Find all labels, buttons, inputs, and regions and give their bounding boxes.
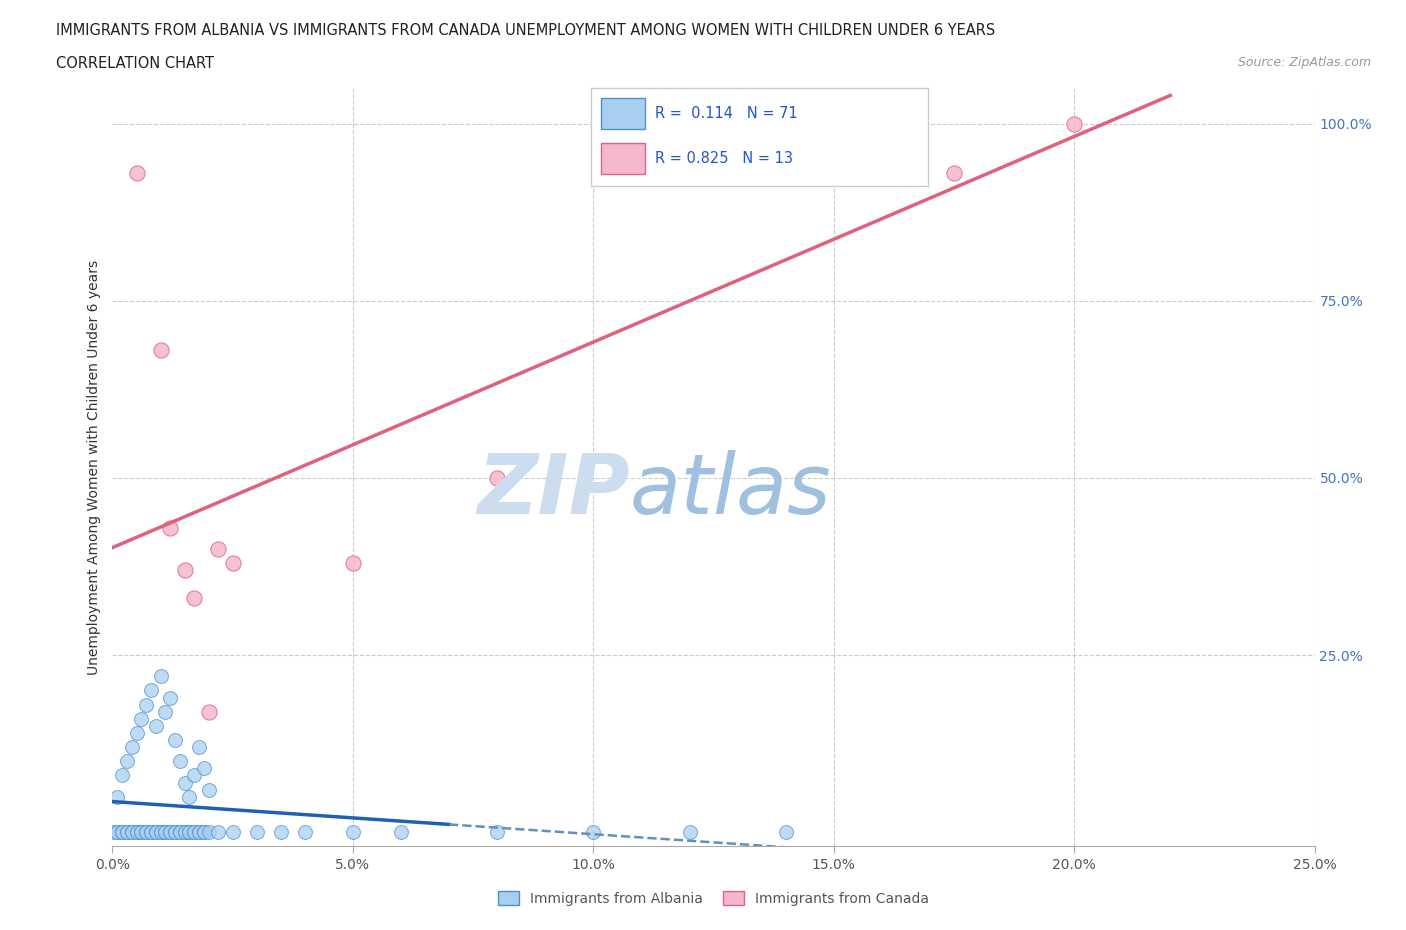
Point [222, 825, 245, 840]
Point [1063, 116, 1085, 131]
Point [149, 825, 172, 840]
Point [678, 825, 700, 840]
Point [163, 825, 186, 840]
Point [193, 825, 215, 840]
FancyBboxPatch shape [600, 143, 644, 174]
Point [121, 825, 143, 840]
Point [942, 166, 965, 180]
Point [105, 790, 128, 804]
Point [159, 520, 181, 535]
Point [173, 775, 195, 790]
Point [115, 825, 138, 840]
Point [125, 825, 148, 840]
Point [486, 825, 509, 840]
Point [145, 825, 167, 840]
Point [197, 825, 219, 840]
Text: ZIP: ZIP [477, 449, 630, 530]
Legend: Immigrants from Albania, Immigrants from Canada: Immigrants from Albania, Immigrants from… [492, 885, 935, 911]
Point [135, 825, 157, 840]
Point [179, 825, 201, 840]
Point [159, 690, 181, 705]
Y-axis label: Unemployment Among Women with Children Under 6 years: Unemployment Among Women with Children U… [87, 259, 101, 675]
Point [149, 669, 172, 684]
Point [159, 825, 181, 840]
Point [197, 704, 219, 719]
Point [207, 541, 229, 556]
Point [163, 733, 186, 748]
Point [188, 825, 211, 840]
Point [131, 711, 153, 726]
Point [173, 563, 195, 578]
Point [342, 555, 364, 570]
Text: R =  0.114   N = 71: R = 0.114 N = 71 [655, 106, 797, 121]
Point [173, 825, 195, 840]
Point [193, 761, 215, 776]
Point [169, 754, 191, 769]
Point [775, 825, 797, 840]
Point [125, 825, 148, 840]
Point [111, 825, 134, 840]
Point [135, 825, 157, 840]
Text: CORRELATION CHART: CORRELATION CHART [56, 56, 214, 71]
Point [155, 704, 177, 719]
Point [149, 825, 172, 840]
Point [101, 825, 124, 840]
Point [193, 825, 215, 840]
Point [105, 825, 128, 840]
Point [169, 825, 191, 840]
Point [183, 768, 205, 783]
Point [207, 825, 229, 840]
Point [125, 725, 148, 740]
Point [115, 754, 138, 769]
FancyBboxPatch shape [600, 99, 644, 129]
Point [183, 591, 205, 605]
Text: IMMIGRANTS FROM ALBANIA VS IMMIGRANTS FROM CANADA UNEMPLOYMENT AMONG WOMEN WITH : IMMIGRANTS FROM ALBANIA VS IMMIGRANTS FR… [56, 23, 995, 38]
Point [139, 825, 162, 840]
Point [131, 825, 153, 840]
Point [159, 825, 181, 840]
Text: R = 0.825   N = 13: R = 0.825 N = 13 [655, 152, 793, 166]
Point [111, 825, 134, 840]
Point [155, 825, 177, 840]
Point [155, 825, 177, 840]
Point [183, 825, 205, 840]
Point [149, 343, 172, 358]
Point [105, 825, 128, 840]
Point [121, 825, 143, 840]
Point [246, 825, 269, 840]
Point [169, 825, 191, 840]
Point [197, 782, 219, 797]
Text: atlas: atlas [630, 449, 831, 530]
Point [131, 825, 153, 840]
Point [163, 825, 186, 840]
Point [173, 825, 195, 840]
Point [294, 825, 316, 840]
Point [222, 555, 245, 570]
Point [145, 825, 167, 840]
Point [270, 825, 292, 840]
Point [145, 719, 167, 734]
Point [179, 825, 201, 840]
Point [188, 825, 211, 840]
Point [727, 166, 749, 180]
Point [135, 698, 157, 712]
Point [115, 825, 138, 840]
Point [125, 166, 148, 180]
Point [139, 825, 162, 840]
Point [139, 683, 162, 698]
Point [389, 825, 412, 840]
Point [179, 790, 201, 804]
Point [111, 768, 134, 783]
Point [121, 739, 143, 754]
Point [188, 739, 211, 754]
Point [486, 471, 509, 485]
Point [183, 825, 205, 840]
Text: Source: ZipAtlas.com: Source: ZipAtlas.com [1237, 56, 1371, 69]
Point [342, 825, 364, 840]
Point [582, 825, 605, 840]
